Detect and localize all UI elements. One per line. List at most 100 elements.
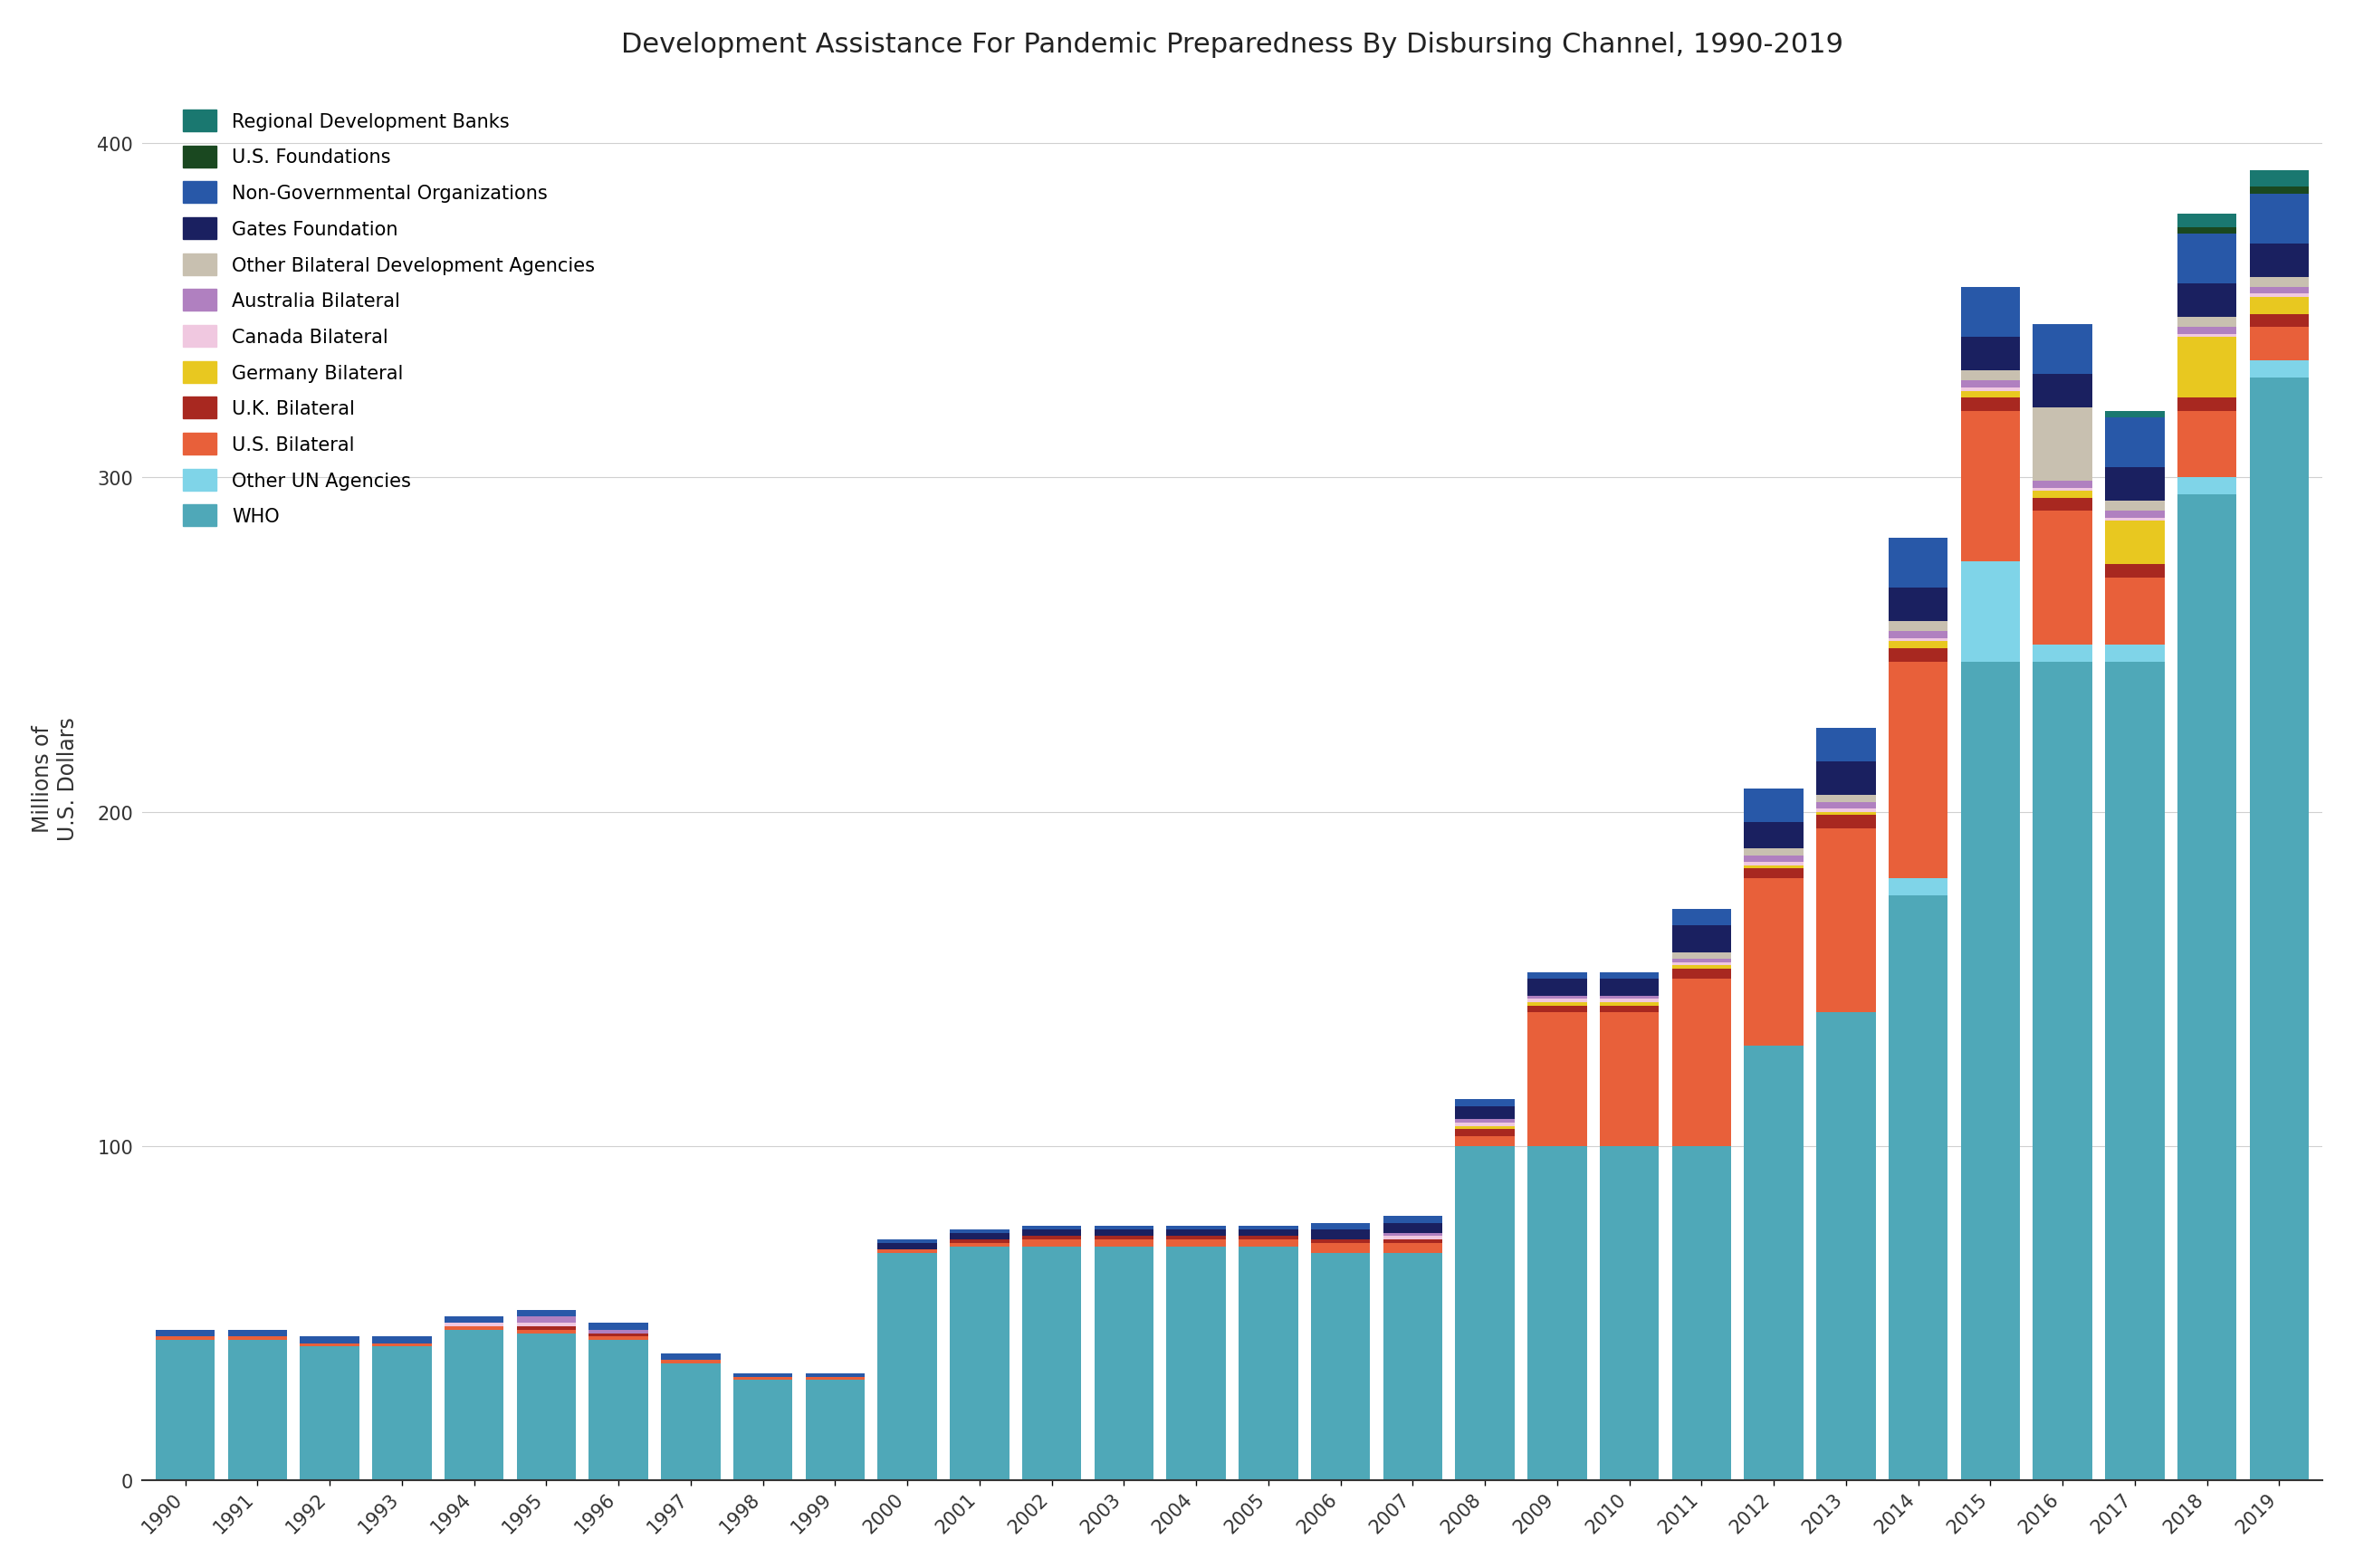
Bar (1022, 1229, 1080, 1237)
Bar (372, 1336, 431, 1344)
Bar (588, 1333, 647, 1336)
Bar (2104, 564, 2163, 579)
Bar (1528, 1002, 1587, 1007)
Bar (1817, 815, 1876, 829)
Bar (1095, 1247, 1153, 1480)
Bar (2177, 334, 2236, 337)
Bar (2034, 499, 2093, 511)
Bar (951, 1229, 1010, 1232)
Bar (2177, 284, 2236, 318)
Bar (1744, 789, 1803, 822)
Bar (1384, 1232, 1443, 1237)
Bar (2250, 245, 2309, 278)
Bar (1095, 1229, 1153, 1237)
Bar (2034, 481, 2093, 488)
Bar (951, 1232, 1010, 1240)
Bar (1744, 848, 1803, 856)
Bar (2177, 495, 2236, 1480)
Bar (1888, 588, 1947, 622)
Bar (2250, 298, 2309, 315)
Bar (1384, 1237, 1443, 1240)
Bar (1384, 1217, 1443, 1223)
Bar (228, 1341, 287, 1480)
Bar (2034, 511, 2093, 644)
Bar (1671, 1146, 1730, 1480)
Bar (1095, 1240, 1153, 1247)
Bar (951, 1240, 1010, 1243)
Bar (2034, 644, 2093, 662)
Bar (661, 1363, 720, 1480)
Bar (1744, 866, 1803, 869)
Bar (518, 1333, 577, 1480)
Bar (1238, 1226, 1297, 1229)
Legend: Regional Development Banks, U.S. Foundations, Non-Governmental Organizations, Ga: Regional Development Banks, U.S. Foundat… (174, 100, 605, 536)
Bar (734, 1377, 793, 1380)
Bar (1671, 925, 1730, 952)
Bar (1311, 1223, 1370, 1229)
Bar (1888, 538, 1947, 588)
Bar (2250, 289, 2309, 295)
Bar (2250, 315, 2309, 328)
Bar (1888, 895, 1947, 1480)
Bar (1817, 1013, 1876, 1480)
Bar (1601, 996, 1660, 999)
Bar (1311, 1243, 1370, 1253)
Bar (951, 1247, 1010, 1480)
Bar (1528, 978, 1587, 996)
Bar (1311, 1240, 1370, 1243)
Bar (2250, 188, 2309, 194)
Bar (1961, 289, 2020, 337)
Bar (1168, 1247, 1226, 1480)
Bar (588, 1341, 647, 1480)
Bar (1528, 996, 1587, 999)
Bar (2104, 469, 2163, 502)
Bar (228, 1330, 287, 1336)
Bar (1601, 1002, 1660, 1007)
Bar (1384, 1243, 1443, 1253)
Bar (1601, 1013, 1660, 1146)
Bar (1888, 632, 1947, 638)
Bar (1744, 862, 1803, 866)
Bar (2104, 411, 2163, 419)
Bar (2177, 227, 2236, 234)
Bar (1671, 969, 1730, 978)
Bar (518, 1317, 577, 1323)
Bar (1817, 762, 1876, 795)
Y-axis label: Millions of
U.S. Dollars: Millions of U.S. Dollars (31, 717, 78, 840)
Bar (2250, 278, 2309, 289)
Bar (1238, 1237, 1297, 1240)
Bar (1888, 649, 1947, 662)
Bar (2034, 491, 2093, 499)
Bar (445, 1330, 504, 1480)
Bar (1455, 1120, 1514, 1123)
Bar (734, 1374, 793, 1377)
Bar (1817, 729, 1876, 762)
Bar (1817, 829, 1876, 1013)
Bar (2250, 295, 2309, 298)
Bar (2104, 502, 2163, 511)
Bar (1528, 999, 1587, 1002)
Bar (518, 1327, 577, 1330)
Bar (1455, 1126, 1514, 1129)
Title: Development Assistance For Pandemic Preparedness By Disbursing Channel, 1990-201: Development Assistance For Pandemic Prep… (621, 31, 1843, 58)
Bar (1022, 1240, 1080, 1247)
Bar (2034, 375, 2093, 408)
Bar (2034, 325, 2093, 375)
Bar (1601, 972, 1660, 978)
Bar (1455, 1146, 1514, 1480)
Bar (445, 1327, 504, 1330)
Bar (1528, 1146, 1587, 1480)
Bar (1022, 1226, 1080, 1229)
Bar (1384, 1253, 1443, 1480)
Bar (1238, 1229, 1297, 1237)
Bar (1238, 1247, 1297, 1480)
Bar (1671, 963, 1730, 966)
Bar (1961, 381, 2020, 387)
Bar (518, 1330, 577, 1333)
Bar (2250, 328, 2309, 361)
Bar (1601, 1007, 1660, 1013)
Bar (1744, 869, 1803, 880)
Bar (1601, 1146, 1660, 1480)
Bar (1311, 1253, 1370, 1480)
Bar (1888, 641, 1947, 649)
